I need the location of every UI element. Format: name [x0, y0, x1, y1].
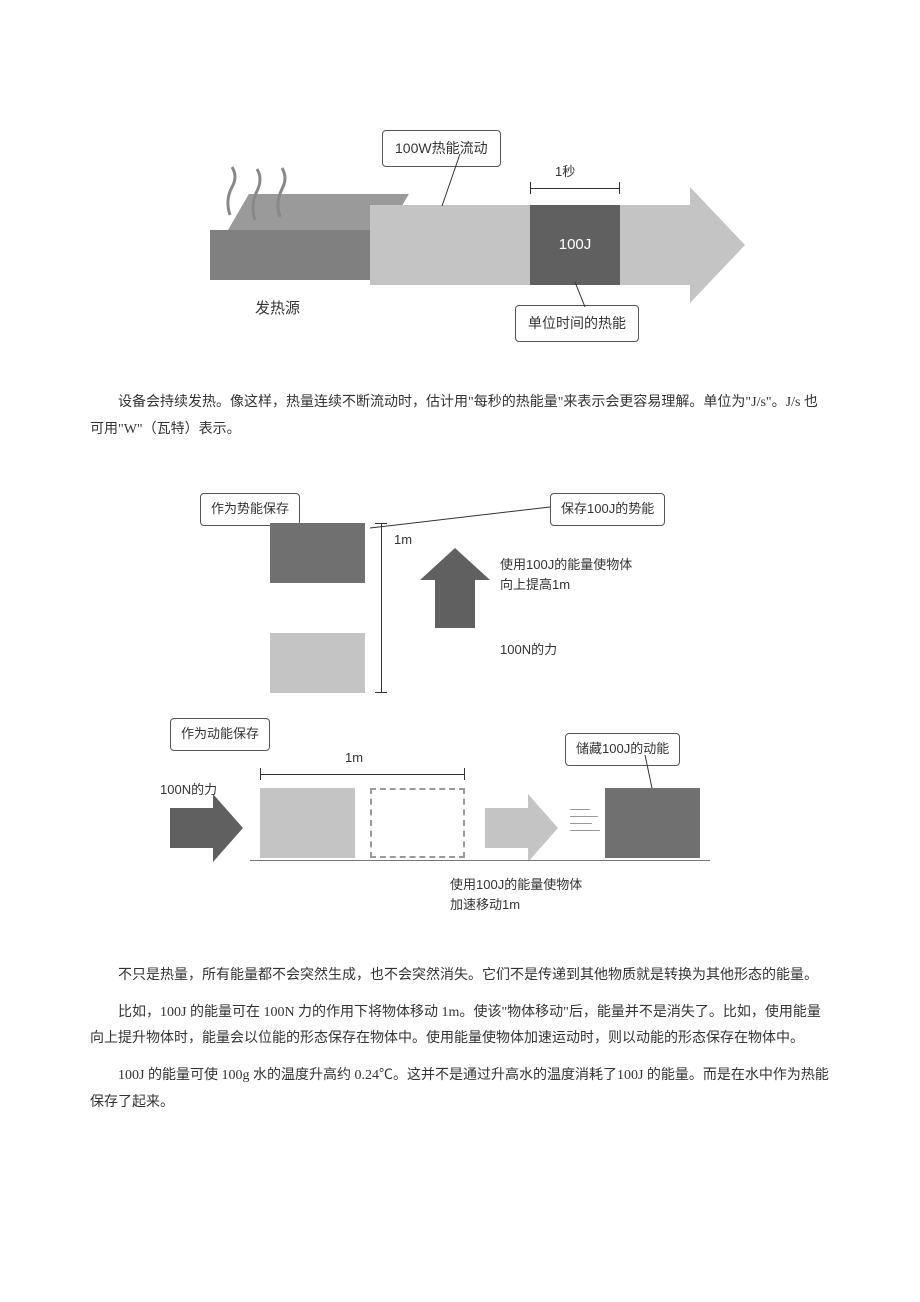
leader-potential: [370, 503, 555, 533]
distance-label: 1m: [345, 746, 363, 771]
heat-waves-icon: [220, 165, 320, 225]
paragraph-3: 比如，100J 的能量可在 100N 力的作用下将物体移动 1m。使该"物体移动…: [90, 1000, 830, 1053]
horizontal-force-arrow: [170, 808, 215, 848]
horizontal-force-label: 100N的力: [160, 778, 217, 803]
energy-conservation-diagram: 作为势能保存 1m 100N的力 保存100J的势能 使用100J的能量使物体 …: [150, 473, 770, 923]
save-potential-tag: 保存100J的势能: [550, 493, 665, 526]
heat-source-label: 发热源: [255, 295, 300, 324]
energy-value: 100J: [559, 236, 592, 253]
block-top-dark: [270, 523, 365, 583]
block-bottom-dashed: [370, 788, 465, 858]
block-bottom-end: [605, 788, 700, 858]
energy-segment: 100J: [530, 205, 620, 285]
heat-flow-diagram: 100J 1秒 100W热能流动 单位时间的热能 发热源: [150, 110, 770, 350]
ground-line: [250, 860, 710, 861]
leader-line-2: [565, 282, 595, 310]
potential-store-tag: 作为势能保存: [200, 493, 300, 526]
save-kinetic-tag: 储藏100J的动能: [565, 733, 680, 766]
kinetic-store-tag: 作为动能保存: [170, 718, 270, 751]
block-bottom-start: [260, 788, 355, 858]
paragraph-2: 不只是热量，所有能量都不会突然生成，也不会突然消失。它们不是传递到其他物质就是转…: [90, 963, 830, 990]
paragraph-1: 设备会持续发热。像这样，热量连续不断流动时，估计用"每秒的热能量"来表示会更容易…: [90, 390, 830, 443]
upward-force-arrow: [435, 578, 475, 628]
lift-text-line2: 向上提高1m: [500, 573, 570, 598]
time-label: 1秒: [555, 160, 575, 185]
leader-line-1: [440, 154, 480, 209]
height-dimension: [375, 523, 387, 693]
unit-time-label: 单位时间的热能: [515, 305, 639, 342]
vertical-force-label: 100N的力: [500, 638, 557, 663]
leader-kinetic: [640, 755, 660, 790]
motion-lines-icon: [570, 803, 600, 837]
block-top-light: [270, 633, 365, 693]
motion-arrow: [485, 808, 530, 848]
move-text-line2: 加速移动1m: [450, 893, 520, 918]
paragraph-4: 100J 的能量可使 100g 水的温度升高约 0.24℃。这并不是通过升高水的…: [90, 1063, 830, 1116]
